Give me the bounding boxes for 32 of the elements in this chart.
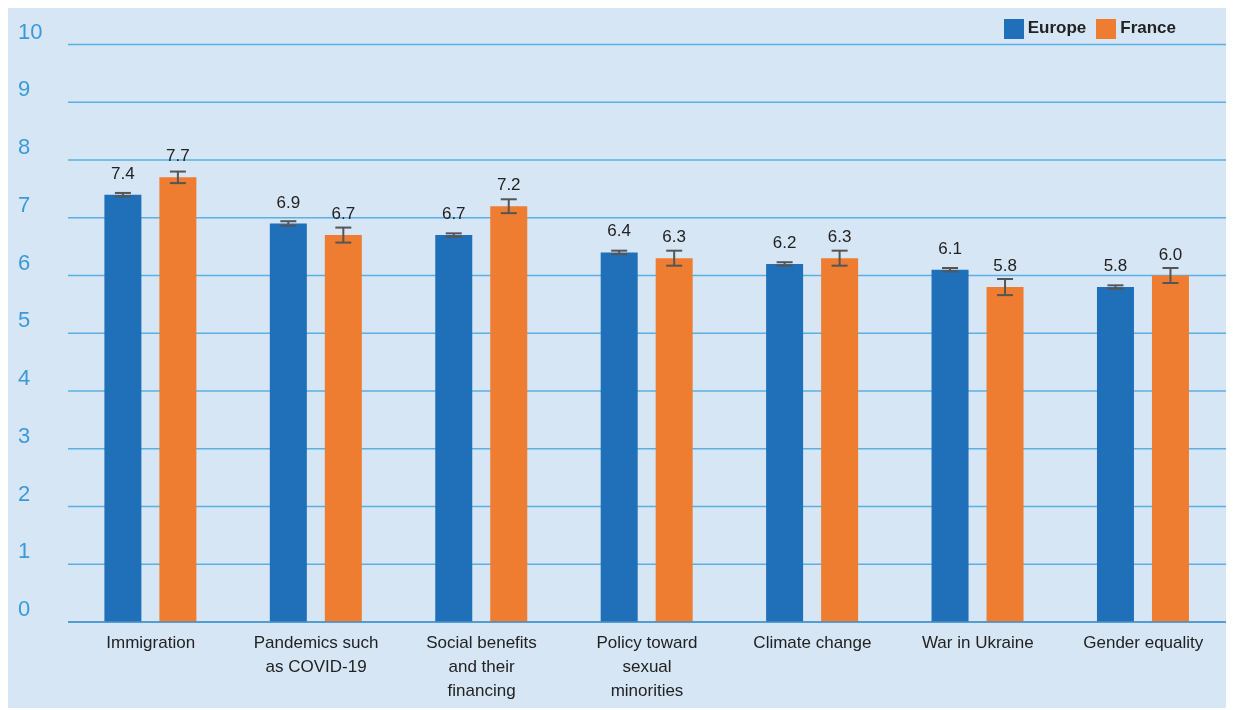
y-tick-label: 6 (18, 249, 31, 275)
data-label: 7.7 (166, 146, 190, 166)
data-label: 7.2 (496, 175, 521, 195)
legend-label: France (1120, 18, 1176, 37)
x-tick-label: Climate change (753, 633, 872, 652)
data-label: 6.0 (1158, 244, 1183, 264)
y-tick-label: 3 (18, 422, 31, 448)
y-tick-label: 2 (18, 480, 31, 506)
x-tick-label: Immigration (106, 633, 196, 652)
data-label: 7.4 (111, 163, 135, 183)
x-tick-label: Policy toward sexual minorities (596, 633, 698, 700)
y-tick-label: 4 (18, 365, 31, 391)
x-tick-label: Gender equality (1083, 633, 1204, 652)
y-tick-label: 10 (18, 18, 43, 44)
data-label: 5.8 (993, 256, 1017, 276)
data-label: 6.2 (772, 232, 797, 252)
data-label: 6.1 (938, 238, 962, 258)
y-tick-label: 5 (18, 307, 31, 333)
data-label: 6.3 (662, 227, 686, 247)
y-tick-label: 1 (18, 538, 31, 564)
data-label: 6.4 (607, 221, 631, 241)
data-label: 6.3 (827, 227, 852, 247)
y-tick-label: 0 (18, 596, 31, 621)
x-tick-label: Social benefits and their financing (426, 633, 537, 700)
y-tick-label: 8 (18, 134, 31, 160)
y-tick-label: 7 (18, 191, 31, 217)
data-label: 6.9 (276, 192, 301, 212)
data-label: 5.8 (1103, 256, 1128, 276)
x-tick-label: Pandemics such as COVID-19 (253, 633, 379, 676)
legend-label: Europe (1027, 18, 1087, 37)
y-tick-label: 9 (18, 76, 31, 102)
x-tick-label: War in Ukraine (921, 633, 1034, 652)
